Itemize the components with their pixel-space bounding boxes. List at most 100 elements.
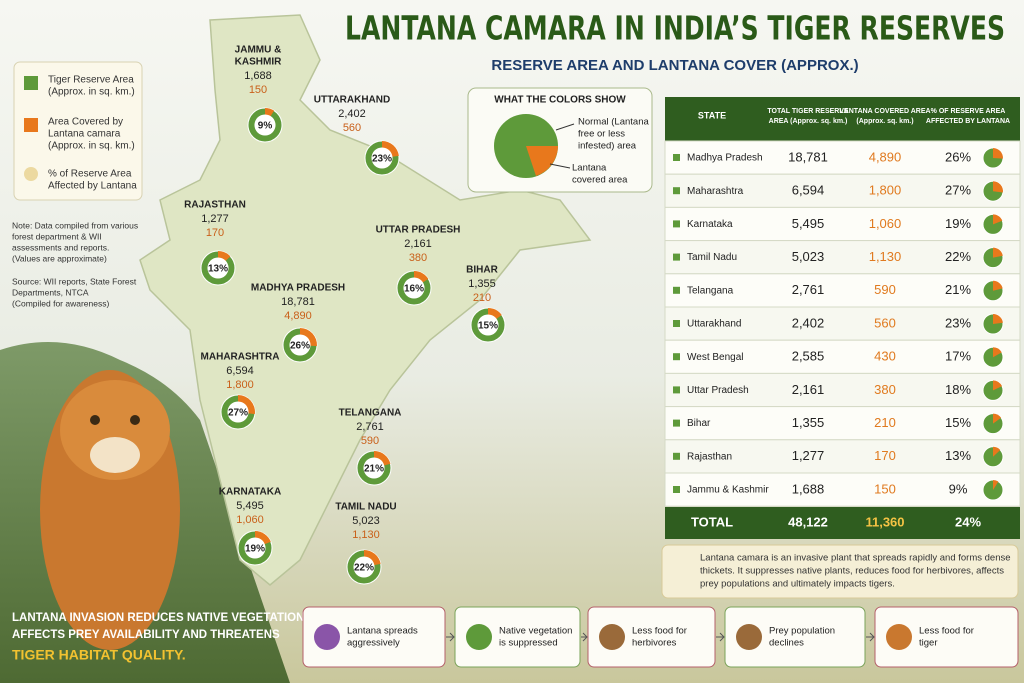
- row-bullet: [673, 419, 680, 427]
- state-name: KASHMIR: [235, 57, 282, 68]
- legend-text: Area Covered by: [48, 117, 123, 128]
- flow-step: [587, 606, 716, 668]
- pie-center: [207, 257, 229, 279]
- colors-text: infested) area: [578, 141, 637, 152]
- source: Departments, NTCA: [12, 287, 89, 297]
- flow-arrow: [446, 632, 455, 642]
- table-row: [664, 273, 1021, 308]
- state-lantana: 380: [409, 252, 427, 264]
- state-lantana: 210: [473, 292, 491, 304]
- table-header: [665, 97, 1020, 141]
- table-lantana: 590: [874, 282, 896, 297]
- state-name: UTTARAKHAND: [314, 95, 390, 106]
- info-text: prey populations and ultimately impacts …: [700, 579, 895, 590]
- table-head: LANTANA COVERED AREA: [839, 108, 930, 115]
- table-lantana: 1,130: [869, 249, 902, 264]
- table-total: 2,585: [792, 349, 825, 364]
- table-state: Jammu & Kashmir: [687, 485, 769, 496]
- tagline-highlight: TIGER HABITAT QUALITY.: [12, 647, 186, 663]
- flow-step: [302, 606, 446, 668]
- legend-swatch: [24, 76, 38, 90]
- flow-text: Less food for: [632, 626, 687, 637]
- note: forest department & WII: [12, 231, 102, 241]
- colors-text: Normal (Lantana: [578, 117, 649, 128]
- table-pct: 18%: [945, 382, 971, 397]
- pie-label: 13%: [208, 264, 228, 275]
- total-pct: 24%: [955, 514, 981, 529]
- pie-wedge: [993, 280, 1003, 291]
- pie-label: 9%: [258, 121, 273, 132]
- pie-wedge: [993, 247, 1003, 258]
- table-pct: 19%: [945, 216, 971, 231]
- pie-wedge: [993, 413, 1002, 424]
- row-bullet: [673, 353, 680, 361]
- table-pct: 21%: [945, 282, 971, 297]
- pie-label: 15%: [478, 321, 498, 332]
- colors-title: WHAT THE COLORS SHOW: [494, 95, 626, 106]
- state-total: 2,761: [356, 421, 384, 433]
- state-name: RAJASTHAN: [184, 200, 246, 211]
- row-bullet: [673, 220, 680, 228]
- state-lantana: 1,130: [352, 529, 380, 541]
- title: LANTANA CAMARA IN INDIA’S TIGER RESERVES: [345, 9, 1005, 48]
- flow-text: Lantana spreads: [347, 626, 418, 637]
- table-row: [664, 306, 1021, 341]
- row-bullet: [673, 187, 680, 195]
- table-state: Rajasthan: [687, 451, 732, 462]
- info-text: thickets. It suppresses native plants, r…: [700, 566, 1004, 577]
- flow-text: Less food for: [919, 626, 974, 637]
- colors-text: free or less: [578, 129, 625, 140]
- pie-center: [371, 147, 393, 169]
- flow-icon: [736, 624, 762, 650]
- total-label: TOTAL: [691, 514, 733, 529]
- state-name: TAMIL NADU: [335, 502, 396, 513]
- flow-arrow: [866, 632, 875, 642]
- legend-swatch: [24, 118, 38, 132]
- legend-text: % of Reserve Area: [48, 169, 132, 180]
- pie-label: 27%: [228, 408, 248, 419]
- table-total: 6,594: [792, 183, 825, 198]
- pie-wedge: [993, 181, 1003, 193]
- pie-wedge: [993, 347, 1002, 358]
- state-lantana: 1,060: [236, 514, 264, 526]
- table-state: Uttarakhand: [687, 319, 741, 330]
- legend-box: [13, 61, 143, 201]
- flow-text: herbivores: [632, 638, 677, 649]
- state-lantana: 560: [343, 122, 361, 134]
- table-state: Bihar: [687, 418, 711, 429]
- table-state: Telangana: [687, 285, 734, 296]
- state-total: 1,277: [201, 213, 229, 225]
- pie-label: 16%: [404, 284, 424, 295]
- table-state: Uttar Pradesh: [687, 385, 749, 396]
- table-lantana: 170: [874, 448, 896, 463]
- pie-label: 21%: [364, 464, 384, 475]
- table-pct: 23%: [945, 315, 971, 330]
- row-bullet: [673, 286, 680, 294]
- table-lantana: 1,800: [869, 183, 902, 198]
- tiger: [40, 370, 180, 650]
- state-total: 1,355: [468, 278, 496, 290]
- table-lantana: 150: [874, 481, 896, 496]
- table-lantana: 1,060: [869, 216, 902, 231]
- pie-wedge: [993, 314, 1003, 324]
- table-lantana: 380: [874, 382, 896, 397]
- table-lantana: 560: [874, 315, 896, 330]
- colors-text: covered area: [572, 175, 628, 186]
- table-row: [664, 372, 1021, 408]
- state-total: 18,781: [281, 296, 315, 308]
- table-lantana: 430: [874, 349, 896, 364]
- source: Source: WII reports, State Forest: [12, 276, 137, 286]
- table-pct: 13%: [945, 448, 971, 463]
- table-total: 2,161: [792, 382, 825, 397]
- pie-center: [254, 114, 276, 136]
- table-head: AFFECTED BY LANTANA: [926, 118, 1010, 125]
- state-name: KARNATAKA: [219, 487, 281, 498]
- pie-center: [403, 277, 425, 299]
- state-total: 2,402: [338, 108, 366, 120]
- note: Note: Data compiled from various: [12, 220, 138, 230]
- row-bullet: [673, 154, 680, 161]
- table-row: [664, 472, 1021, 507]
- note: assessments and reports.: [12, 242, 109, 252]
- state-lantana: 4,890: [284, 310, 312, 322]
